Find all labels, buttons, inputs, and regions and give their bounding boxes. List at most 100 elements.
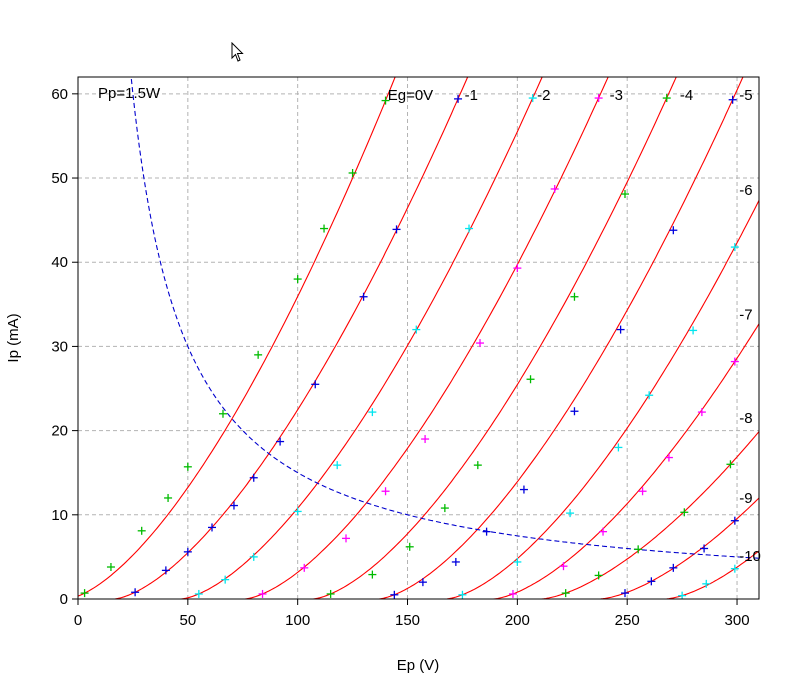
data-point [594, 94, 603, 103]
data-point [392, 225, 401, 234]
data-point [258, 589, 267, 598]
data-point [620, 589, 629, 598]
tube-curve-eg-8 [78, 431, 759, 599]
data-point [728, 95, 737, 104]
data-point [293, 507, 302, 516]
y-tick-label: 60 [51, 86, 68, 103]
data-point [730, 243, 739, 252]
data-point [730, 357, 739, 366]
tube-curve-eg-4 [78, 77, 677, 599]
curve-label: -3 [610, 87, 623, 104]
data-point [702, 579, 711, 588]
data-point [254, 350, 263, 359]
curve-label: -4 [680, 87, 693, 104]
x-tick-label: 150 [395, 612, 420, 629]
data-point [614, 443, 623, 452]
grid-lines [78, 77, 759, 599]
measured-points [80, 94, 739, 599]
x-tick-label: 50 [179, 612, 196, 629]
plot-frame [77, 76, 760, 600]
y-tick-label: 10 [51, 507, 68, 524]
axes: 0 50 100 150 200 250 300 0 10 20 30 40 50 60 [51, 86, 749, 629]
data-point [320, 224, 329, 233]
data-point [368, 570, 377, 579]
tube-curve-eg-10 [78, 550, 759, 599]
curve-label: Eg=0V [388, 87, 433, 104]
y-tick-label: 0 [60, 591, 68, 608]
curve-label: -7 [739, 307, 752, 324]
data-point [669, 226, 678, 235]
data-point [662, 94, 671, 103]
data-point [689, 326, 698, 335]
x-axis-title: Ep (V) [397, 657, 440, 674]
data-point [381, 487, 390, 496]
data-point [599, 527, 608, 536]
curve-label: -6 [739, 182, 752, 199]
data-point [106, 563, 115, 572]
data-point [412, 325, 421, 334]
data-point [368, 408, 377, 417]
data-point [638, 487, 647, 496]
data-point [221, 575, 230, 584]
data-point [458, 590, 467, 599]
curve-label: -1 [465, 87, 478, 104]
data-point [473, 461, 482, 470]
y-tick-label: 30 [51, 338, 68, 355]
data-point [183, 462, 192, 471]
data-point [513, 557, 522, 566]
data-point [620, 190, 629, 199]
data-point [80, 589, 89, 598]
data-point [726, 460, 735, 469]
data-point [311, 380, 320, 389]
data-point [229, 501, 238, 510]
data-point [359, 292, 368, 301]
data-point [440, 504, 449, 513]
y-tick-label: 50 [51, 170, 68, 187]
plate-dissipation-curve [130, 77, 759, 559]
data-point [645, 391, 654, 400]
tube-curve-eg-9 [78, 497, 759, 599]
x-tick-label: 300 [725, 612, 750, 629]
data-point [333, 461, 342, 470]
curve-label: -9 [739, 490, 752, 507]
data-point [342, 534, 351, 543]
tube-curves [78, 77, 759, 599]
data-point [293, 275, 302, 284]
power-curve-label: Pp=1.5W [98, 85, 161, 102]
data-point [508, 589, 517, 598]
curve-label: -2 [537, 87, 550, 104]
data-point [194, 589, 203, 598]
data-point [161, 566, 170, 575]
tube-curve-eg-5 [78, 77, 744, 599]
y-tick-label: 20 [51, 423, 68, 440]
data-point [476, 339, 485, 348]
data-point [680, 508, 689, 517]
data-point [570, 407, 579, 416]
data-point [697, 408, 706, 417]
x-tick-label: 200 [505, 612, 530, 629]
power-hyperbola [130, 77, 759, 559]
curve-label: -5 [739, 87, 752, 104]
data-point [526, 375, 535, 384]
data-point [570, 292, 579, 301]
data-point [634, 545, 643, 554]
data-point [348, 168, 357, 177]
data-point [730, 516, 739, 525]
data-point [519, 485, 528, 494]
data-point [482, 527, 491, 536]
data-point [700, 544, 709, 553]
data-point [276, 437, 285, 446]
data-point [405, 542, 414, 551]
data-point [249, 552, 258, 561]
data-point [454, 94, 463, 103]
data-point [594, 571, 603, 580]
data-point [390, 590, 399, 599]
data-point [678, 591, 687, 599]
data-point [326, 589, 335, 598]
x-tick-label: 100 [285, 612, 310, 629]
data-point [300, 563, 309, 572]
data-point [465, 224, 474, 233]
data-point [249, 473, 258, 482]
tube-curve-eg-7 [78, 323, 759, 599]
data-point [647, 577, 656, 586]
